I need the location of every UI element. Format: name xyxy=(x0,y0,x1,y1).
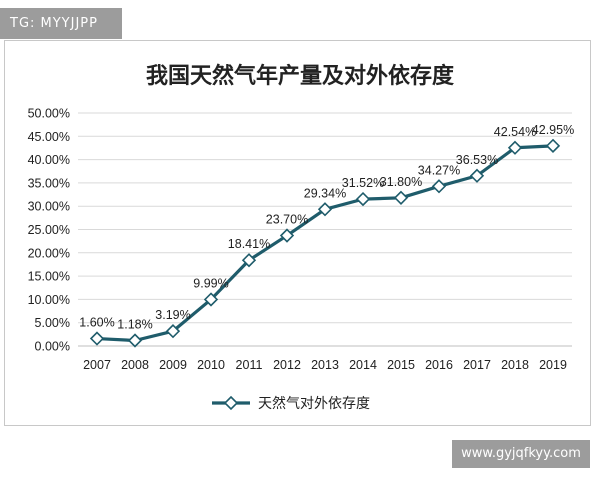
data-point xyxy=(279,228,295,243)
legend: 天然气对外依存度 xyxy=(212,395,370,412)
bottom-watermark: www.gyjqfkyy.com xyxy=(452,440,590,468)
top-watermark: TG: MYYJJPP xyxy=(0,8,122,39)
data-label: 31.80% xyxy=(380,175,422,189)
y-axis-ticks: 0.00% 5.00% 10.00% 15.00% 20.00% 25.00% 30.00%… xyxy=(28,107,70,354)
data-labels: 1.60% 1.18%3.19%9.99%18.41%23.70%29.34%31… xyxy=(79,123,574,332)
x-tick-label: 2012 xyxy=(273,358,301,372)
data-point xyxy=(431,179,447,194)
x-tick-label: 2010 xyxy=(197,358,225,372)
data-label: 36.53% xyxy=(456,153,498,167)
data-point xyxy=(203,292,219,307)
data-label: 1.18% xyxy=(117,318,152,332)
data-label: 3.19% xyxy=(155,308,190,322)
data-point xyxy=(317,202,333,217)
y-tick-label: 0.00% xyxy=(35,340,70,354)
data-point xyxy=(241,253,257,268)
y-tick-label: 10.00% xyxy=(28,293,70,307)
data-point xyxy=(545,138,561,153)
y-tick-label: 15.00% xyxy=(28,270,70,284)
data-point xyxy=(355,191,371,207)
x-tick-label: 2018 xyxy=(501,358,529,372)
chart-frame xyxy=(4,40,591,426)
data-label: 31.52% xyxy=(342,176,384,190)
y-tick-label: 5.00% xyxy=(35,316,70,330)
data-label: 29.34% xyxy=(304,186,346,200)
data-label: 18.41% xyxy=(228,237,270,251)
x-tick-label: 2008 xyxy=(121,358,149,372)
gridlines xyxy=(78,112,572,347)
x-tick-label: 2014 xyxy=(349,358,377,372)
y-tick-label: 30.00% xyxy=(28,200,70,214)
data-label: 1.60% xyxy=(79,316,114,330)
legend-label: 天然气对外依存度 xyxy=(258,395,370,412)
data-point xyxy=(393,190,409,205)
data-point xyxy=(507,140,523,155)
x-tick-label: 2019 xyxy=(539,358,567,372)
y-tick-label: 40.00% xyxy=(28,153,70,167)
x-tick-label: 2016 xyxy=(425,358,453,372)
x-tick-label: 2013 xyxy=(311,358,339,372)
chart-title: 我国天然气年产量及对外依存度 xyxy=(145,64,454,89)
data-point xyxy=(127,333,143,348)
data-label: 9.99% xyxy=(193,276,228,290)
x-tick-label: 2009 xyxy=(159,358,187,372)
y-tick-label: 45.00% xyxy=(28,130,70,144)
data-point xyxy=(165,324,181,339)
data-label: 34.27% xyxy=(418,163,460,177)
y-tick-label: 20.00% xyxy=(28,246,70,260)
x-tick-label: 2015 xyxy=(387,358,415,372)
data-label: 23.70% xyxy=(266,213,308,227)
x-tick-label: 2007 xyxy=(83,358,111,372)
y-tick-label: 50.00% xyxy=(28,107,70,121)
data-label: 42.95% xyxy=(532,123,574,137)
y-tick-label: 35.00% xyxy=(28,176,70,190)
data-label: 42.54% xyxy=(494,125,536,139)
y-tick-label: 25.00% xyxy=(28,223,70,237)
series-points xyxy=(89,138,561,348)
x-axis-ticks: 2007 2008 2009 2010 2011 2012 2013 2014 2015 2016… xyxy=(83,358,567,372)
x-tick-label: 2011 xyxy=(236,358,263,372)
data-point xyxy=(469,168,485,183)
legend-marker xyxy=(223,395,239,411)
data-point xyxy=(89,331,105,346)
x-tick-label: 2017 xyxy=(463,358,491,372)
